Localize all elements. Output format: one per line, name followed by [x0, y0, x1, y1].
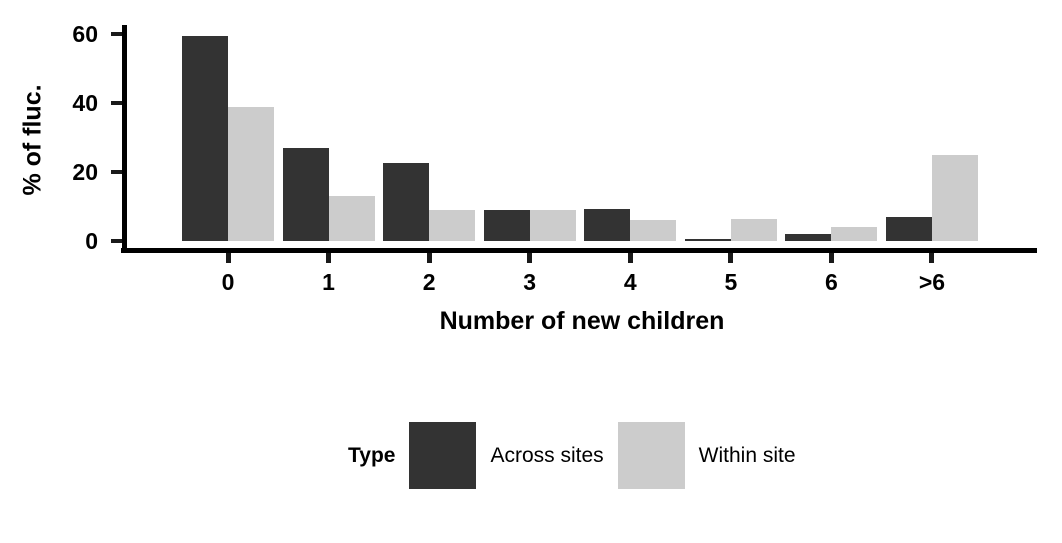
- x-tick-6: [828, 253, 834, 263]
- bar-within-site-3: [529, 210, 576, 241]
- bar-within-site-6: [931, 155, 978, 241]
- x-tick-label-3: 3: [523, 269, 537, 295]
- plot-panel: [124, 25, 1037, 241]
- y-tick-label-20: 20: [72, 159, 98, 186]
- y-tick-0: [111, 239, 122, 243]
- bar-across-sites-5: [684, 238, 731, 241]
- bar-within-site-0: [228, 106, 274, 241]
- bar-across-sites-3: [483, 210, 530, 241]
- bar-within-site-1: [328, 196, 375, 241]
- bar-across-sites-2: [383, 162, 430, 241]
- y-tick-label-40: 40: [72, 90, 98, 117]
- y-tick-40: [111, 101, 122, 106]
- x-tick-label-6: 6: [825, 269, 838, 295]
- x-tick-label-5: 5: [724, 269, 738, 295]
- y-tick-label-0: 0: [85, 228, 98, 254]
- bar-within-site-6: [831, 226, 878, 241]
- x-tick-5: [728, 253, 734, 263]
- x-tick-4: [627, 253, 633, 263]
- legend-label-across-sites: Across sites: [490, 443, 604, 467]
- x-tick-1: [326, 253, 332, 263]
- x-tick-label-4: 4: [623, 269, 637, 295]
- bar-within-site-5: [730, 218, 777, 241]
- x-tick-0: [225, 253, 231, 263]
- bar-within-site-2: [429, 210, 476, 241]
- x-tick-2: [426, 253, 432, 263]
- legend-label-within-site: Within site: [698, 443, 796, 467]
- x-tick-6: [929, 253, 935, 263]
- x-tick-label-2: 2: [422, 269, 436, 295]
- y-axis-line: [122, 25, 127, 253]
- bar-across-sites-6: [785, 233, 832, 241]
- legend-key-within-site: [617, 422, 685, 489]
- y-tick-label-60: 60: [72, 21, 98, 48]
- x-axis-title: Number of new children: [439, 307, 725, 335]
- bar-across-sites-0: [182, 36, 228, 241]
- bar-across-sites-6: [885, 217, 932, 241]
- bar-within-site-4: [630, 219, 677, 241]
- y-tick-20: [111, 170, 122, 175]
- x-tick-label-6: >6: [918, 269, 946, 295]
- x-tick-label-0: 0: [221, 269, 235, 295]
- bar-across-sites-1: [282, 148, 329, 241]
- legend-key-across-sites: [409, 422, 477, 489]
- bar-across-sites-4: [584, 209, 631, 241]
- y-tick-60: [111, 32, 122, 37]
- legend: Type Across sites Within site: [348, 421, 796, 490]
- x-tick-3: [527, 253, 533, 263]
- legend-title: Type: [348, 443, 396, 467]
- x-axis-line: [121, 248, 1037, 253]
- x-tick-label-1: 1: [322, 269, 335, 295]
